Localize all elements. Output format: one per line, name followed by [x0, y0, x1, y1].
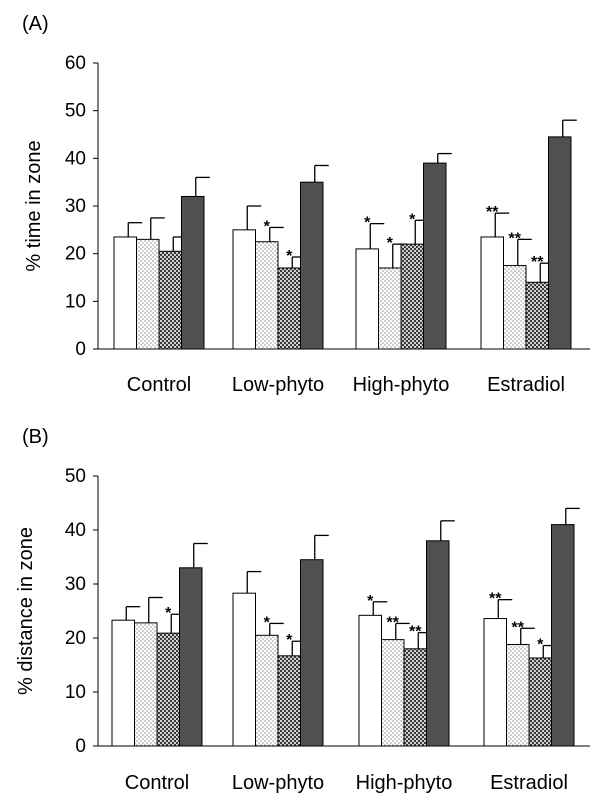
panel-b-category-label: High-phyto [356, 772, 453, 794]
panel-b-y-tick-label: 30 [65, 574, 86, 595]
panel-b-category-label: Estradiol [490, 772, 568, 794]
panel-a-significance-mark: ** [486, 204, 499, 221]
panel-b-y-tick-label: 20 [65, 628, 86, 649]
panel-b-y-axis-title: % distance in zone [15, 527, 37, 695]
panel-b-bar [528, 657, 552, 747]
panel-a-category-label: Estradiol [487, 374, 565, 396]
panel-a-y-tick-label: 30 [65, 196, 86, 217]
panel-a-bar [525, 281, 549, 350]
panel-b-bar [483, 618, 507, 747]
panel-a-significance-mark: * [409, 211, 416, 228]
panel-a-significance-mark: * [286, 248, 293, 265]
panel-a-label: (A) [22, 13, 49, 35]
panel-b-significance-mark: * [367, 593, 374, 610]
panel-b-y-tick-label: 0 [75, 736, 86, 757]
panel-a-y-tick-label: 0 [75, 339, 86, 360]
panel-b-category-label: Low-phyto [232, 772, 324, 794]
panel-b-significance-mark: ** [387, 614, 400, 631]
panel-a-bar [300, 181, 324, 350]
panel-b-bar [426, 540, 450, 747]
panel-b-bar [506, 643, 530, 747]
panel-a-bar [181, 195, 205, 350]
panel-b-bar [403, 648, 427, 747]
panel-b-bar [232, 592, 256, 747]
panel-b-significance-mark: ** [489, 591, 502, 608]
panel-b-significance-mark: ** [512, 619, 525, 636]
panel-a-category-label: Low-phyto [232, 374, 324, 396]
panel-a-bar [232, 229, 256, 350]
panel-a-bar [255, 241, 279, 350]
panel-b-bar [255, 634, 279, 747]
panel-a-y-tick-label: 10 [65, 291, 86, 312]
panel-b-label: (B) [22, 426, 49, 448]
panel-a-y-axis-title: % time in zone [23, 140, 45, 271]
panel-a-significance-mark: ** [509, 230, 522, 247]
panel-a-bar [158, 250, 182, 350]
panel-b-bar [358, 614, 382, 747]
panel-a-bar [503, 265, 527, 350]
panel-b-y-tick-label: 50 [65, 466, 86, 487]
panel-b-significance-mark: * [264, 614, 271, 631]
panel-a-bar [423, 162, 447, 350]
panel-b-bar [551, 524, 575, 747]
panel-a-bar [113, 236, 137, 350]
panel-a-y-tick-label: 40 [65, 148, 86, 169]
panel-a-bar [400, 243, 424, 350]
panel-b-significance-mark: * [286, 632, 293, 649]
panel-a-y-tick-label: 50 [65, 101, 86, 122]
panel-b-bar [179, 567, 203, 747]
panel-b-y-tick-label: 40 [65, 520, 86, 541]
panel-a-significance-mark: ** [531, 254, 544, 271]
panel-a-bar [277, 267, 301, 350]
panel-a-significance-mark: * [364, 215, 371, 232]
panel-a-bar [355, 248, 379, 350]
panel-a-bar [378, 267, 402, 350]
panel-a-y-tick-label: 60 [65, 53, 86, 74]
panel-b-bar [134, 622, 158, 747]
panel-b-bar [111, 619, 135, 747]
panel-b-y-tick-label: 10 [65, 682, 86, 703]
panel-b-bar [381, 639, 405, 747]
panel-b-category-label: Control [125, 772, 189, 794]
panel-b-significance-mark: ** [409, 624, 422, 641]
panel-b-significance-mark: * [537, 637, 544, 654]
panel-a-y-tick-label: 20 [65, 244, 86, 265]
panel-b-bar [300, 559, 324, 747]
panel-a-bar [480, 236, 504, 350]
panel-a-significance-mark: * [387, 235, 394, 252]
panel-a-category-label: Control [127, 374, 191, 396]
panel-a-bar [136, 238, 160, 350]
panel-b-chart: (B) 0 10 20 30 40 50 % distance in zone * Control… [15, 426, 590, 794]
panel-a-category-label: High-phyto [353, 374, 450, 396]
panel-b-bar [277, 655, 301, 747]
panel-b-significance-mark: * [165, 605, 172, 622]
panel-b-bar [156, 632, 180, 747]
panel-a-significance-mark: * [264, 218, 271, 235]
panel-a-bar [548, 136, 572, 350]
